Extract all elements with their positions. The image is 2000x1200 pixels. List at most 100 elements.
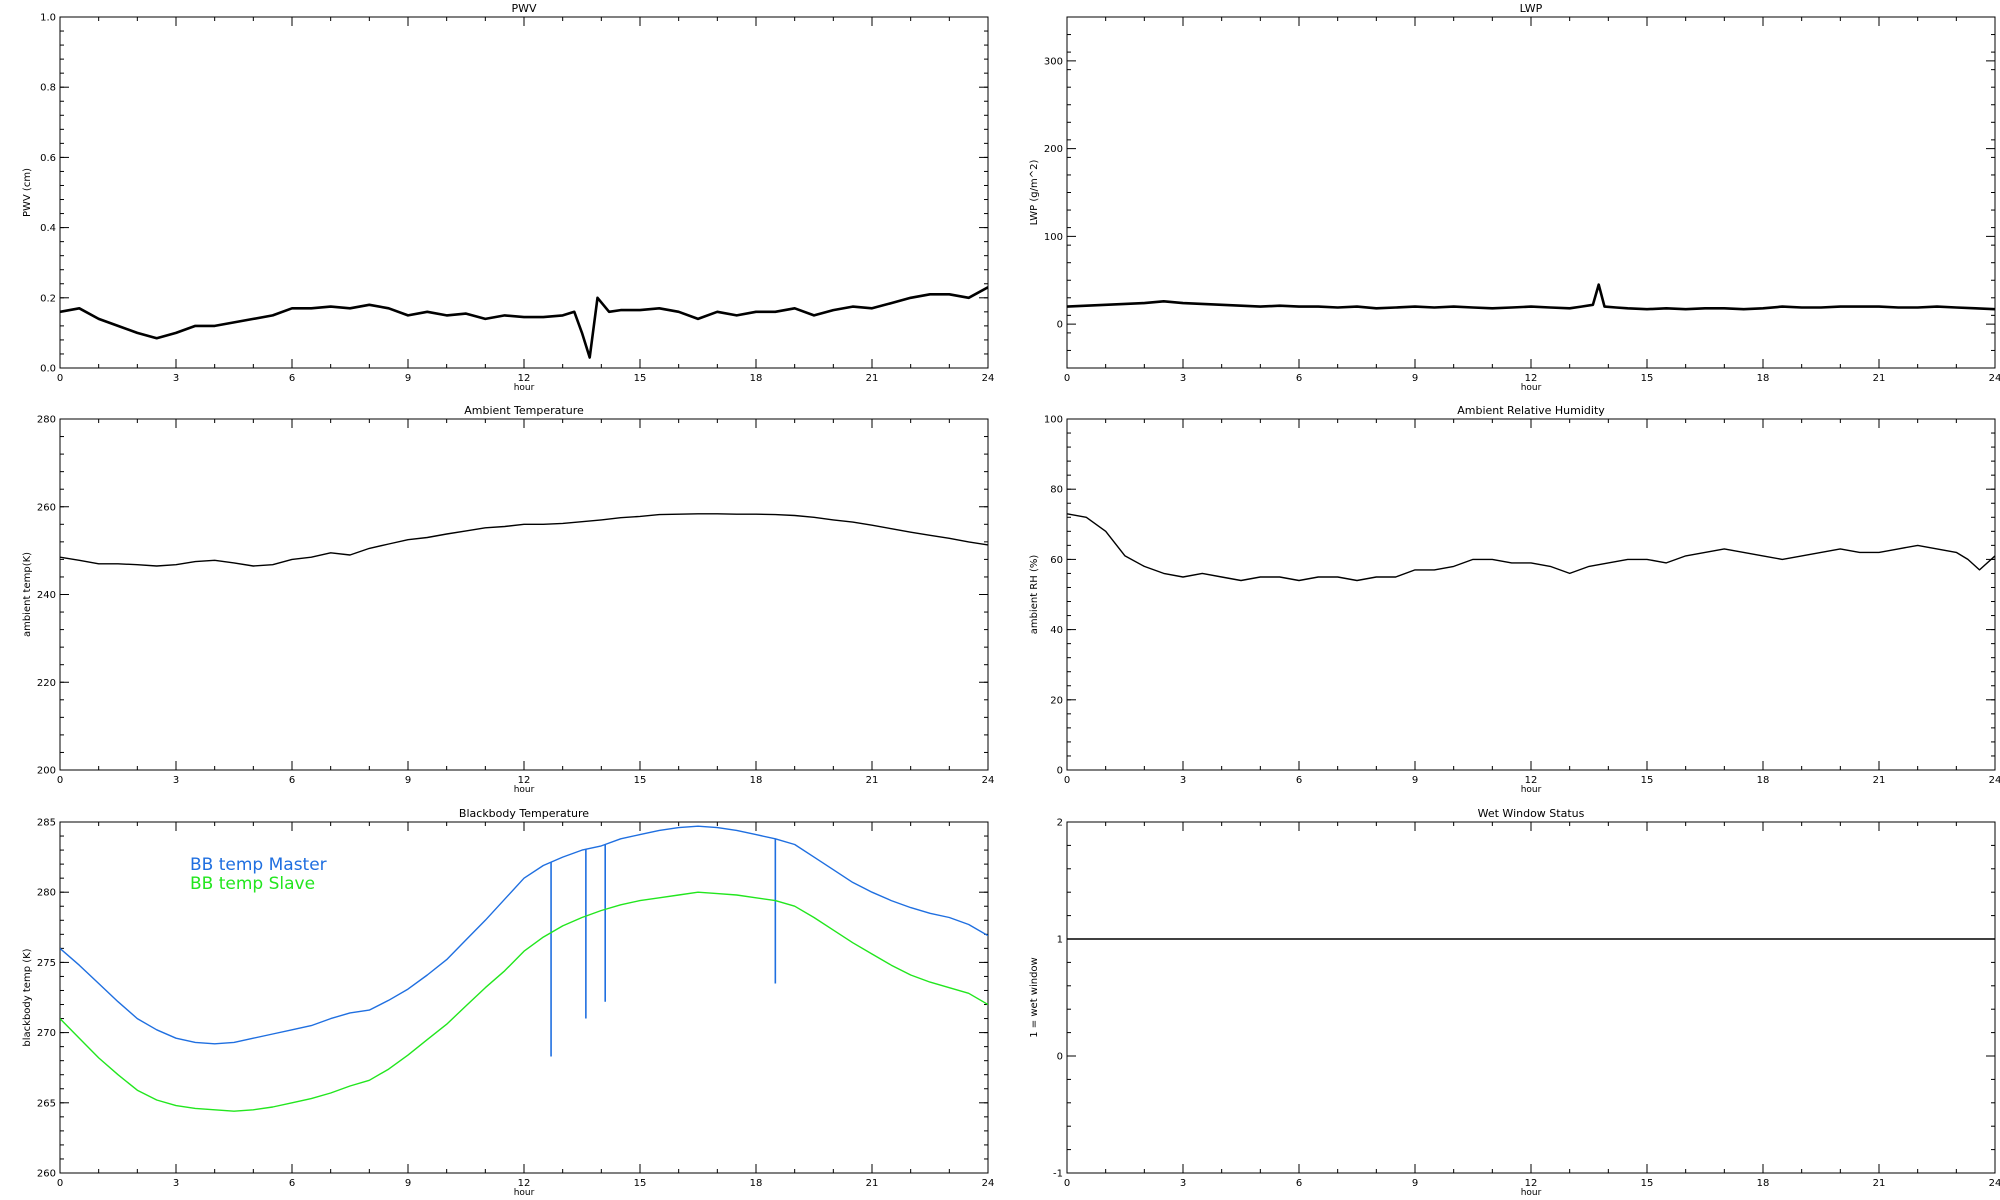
y-tick-label: 280 <box>37 415 56 426</box>
y-tick-label: 0.2 <box>40 293 56 304</box>
chart-title: Wet Window Status <box>1478 807 1585 820</box>
x-tick-label: 18 <box>1757 1178 1770 1189</box>
legend-entry: BB temp Slave <box>190 874 315 894</box>
y-tick-label: 275 <box>37 958 56 969</box>
plot-frame <box>1066 16 1996 369</box>
x-tick-label: 18 <box>750 775 763 786</box>
chart-title: Ambient Temperature <box>464 404 584 417</box>
x-axis-label: hour <box>514 785 535 795</box>
x-tick-label: 9 <box>1412 1178 1418 1189</box>
x-tick-label: 24 <box>982 775 995 786</box>
y-axis-label: LWP (g/m^2) <box>1029 160 1040 226</box>
chart-panel-5: Blackbody Temperature 0 3 6 9 12 15 18 21 24 hour 2… <box>22 807 994 1198</box>
y-axis-label: 1 = wet window <box>1029 957 1040 1037</box>
x-tick-label: 9 <box>1412 373 1418 384</box>
x-tick-label: 21 <box>866 373 879 384</box>
y-tick-label: 200 <box>37 766 56 777</box>
x-tick-label: 3 <box>173 373 179 384</box>
y-tick-label: -1 <box>1053 1169 1063 1180</box>
y-tick-label: 0.4 <box>40 223 56 234</box>
y-tick-label: 0 <box>1057 320 1063 331</box>
x-tick-label: 21 <box>866 1178 879 1189</box>
y-tick-label: 200 <box>1044 144 1063 155</box>
x-tick-label: 15 <box>634 775 647 786</box>
x-tick-label: 24 <box>1989 1178 2000 1189</box>
chart-title: Ambient Relative Humidity <box>1457 404 1605 417</box>
y-tick-label: 40 <box>1050 625 1063 636</box>
x-tick-label: 3 <box>173 775 179 786</box>
y-tick-label: 1 <box>1057 935 1063 946</box>
y-tick-label: 0.6 <box>40 153 56 164</box>
chart-panel-4: Ambient Relative Humidity 0 3 6 9 12 15 18 21 24 h… <box>1029 404 2000 795</box>
series-line-1 <box>1067 513 1995 582</box>
plot-frame <box>1066 821 1996 1174</box>
y-tick-label: 265 <box>37 1098 56 1109</box>
y-tick-label: 260 <box>37 1169 56 1180</box>
x-tick-label: 3 <box>1180 775 1186 786</box>
x-tick-label: 0 <box>57 775 63 786</box>
chart-panel-2: LWP 0 3 6 9 12 15 18 21 24 hour 0 100 200 300 LWP (g/m^… <box>1029 2 2000 393</box>
y-tick-label: 2 <box>1057 818 1063 829</box>
x-tick-label: 15 <box>634 1178 647 1189</box>
y-tick-label: 100 <box>1044 232 1063 243</box>
x-tick-label: 18 <box>750 1178 763 1189</box>
x-tick-label: 18 <box>1757 373 1770 384</box>
plot-frame <box>1066 418 1996 771</box>
y-axis-label: PWV (cm) <box>22 168 33 217</box>
x-tick-label: 12 <box>1525 1178 1538 1189</box>
x-tick-label: 12 <box>518 373 531 384</box>
x-tick-label: 21 <box>1873 1178 1886 1189</box>
legend-entry: BB temp Master <box>190 855 327 875</box>
y-tick-label: 285 <box>37 818 56 829</box>
y-tick-label: 260 <box>37 502 56 513</box>
series-line-1 <box>60 286 988 359</box>
x-tick-label: 12 <box>518 1178 531 1189</box>
x-tick-label: 15 <box>1641 1178 1654 1189</box>
y-tick-label: 0.0 <box>40 364 56 375</box>
plot-frame <box>59 16 989 369</box>
y-tick-label: 300 <box>1044 56 1063 67</box>
y-tick-label: 270 <box>37 1028 56 1039</box>
x-axis-label: hour <box>514 1188 535 1198</box>
x-tick-label: 18 <box>750 373 763 384</box>
y-axis-label: blackbody temp (K) <box>22 948 33 1046</box>
y-tick-label: 80 <box>1050 485 1063 496</box>
x-tick-label: 0 <box>1064 775 1070 786</box>
x-tick-label: 21 <box>1873 373 1886 384</box>
series-line-1 <box>60 513 988 567</box>
x-tick-label: 12 <box>1525 373 1538 384</box>
y-tick-label: 100 <box>1044 415 1063 426</box>
plot-frame <box>59 418 989 771</box>
x-axis-label: hour <box>1521 785 1542 795</box>
y-tick-label: 0 <box>1057 1052 1063 1063</box>
x-tick-label: 21 <box>866 775 879 786</box>
y-tick-label: 1.0 <box>40 13 56 24</box>
y-tick-label: 20 <box>1050 695 1063 706</box>
y-tick-label: 60 <box>1050 555 1063 566</box>
x-tick-label: 0 <box>1064 1178 1070 1189</box>
series-line-1 <box>1067 283 1995 311</box>
x-tick-label: 0 <box>57 373 63 384</box>
x-tick-label: 6 <box>289 775 295 786</box>
x-tick-label: 9 <box>405 775 411 786</box>
chart-title: PWV <box>511 2 537 15</box>
x-tick-label: 3 <box>1180 373 1186 384</box>
x-tick-label: 6 <box>289 1178 295 1189</box>
x-tick-label: 6 <box>1296 1178 1302 1189</box>
y-tick-label: 280 <box>37 888 56 899</box>
x-tick-label: 6 <box>289 373 295 384</box>
x-tick-label: 3 <box>1180 1178 1186 1189</box>
x-tick-label: 6 <box>1296 775 1302 786</box>
x-tick-label: 3 <box>173 1178 179 1189</box>
x-tick-label: 18 <box>1757 775 1770 786</box>
x-tick-label: 21 <box>1873 775 1886 786</box>
x-tick-label: 12 <box>518 775 531 786</box>
x-axis-label: hour <box>1521 383 1542 393</box>
chart-title: LWP <box>1520 2 1543 15</box>
chart-title: Blackbody Temperature <box>459 807 589 820</box>
series-line-2 <box>60 891 988 1112</box>
x-tick-label: 9 <box>405 373 411 384</box>
x-tick-label: 24 <box>982 373 995 384</box>
